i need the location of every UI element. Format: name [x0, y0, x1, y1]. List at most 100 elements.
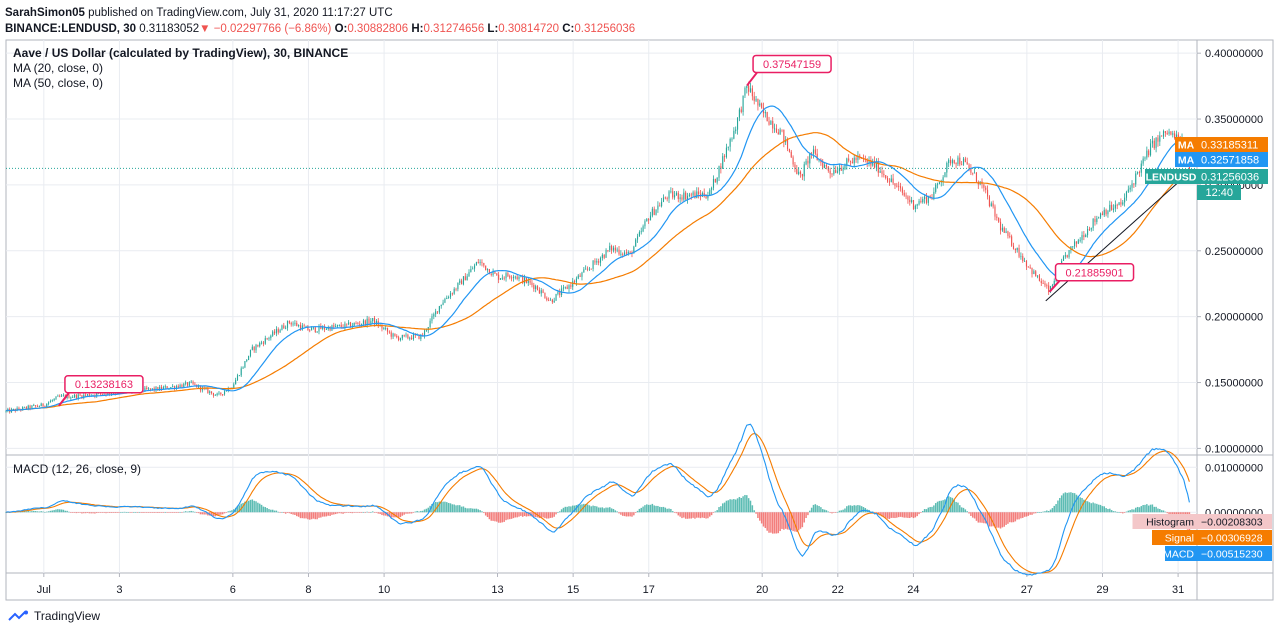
histogram-bar [25, 511, 28, 513]
histogram-bar [855, 505, 857, 513]
candle-body [418, 334, 420, 340]
histogram-bar [142, 512, 144, 513]
histogram-bar [1162, 510, 1165, 513]
histogram-bar [481, 511, 483, 513]
candle [649, 211, 652, 221]
candle-body [683, 192, 685, 200]
legend-ma20[interactable]: MA (20, close, 0) [13, 61, 104, 75]
last-price: 0.31183052 [139, 23, 200, 35]
histogram-bar [940, 500, 943, 513]
histogram-bar [501, 512, 504, 523]
x-tick-label: 31 [1172, 584, 1184, 596]
histogram-bar [910, 512, 913, 518]
histogram-bar [916, 512, 918, 517]
candle-body [657, 205, 659, 210]
histogram-bar [1018, 512, 1020, 520]
candle [899, 182, 902, 192]
candle [44, 405, 46, 408]
histogram-bar [431, 504, 433, 513]
candle-body [479, 262, 481, 263]
macd-axis-tag [1165, 546, 1197, 561]
candle-body [944, 172, 946, 178]
candle [848, 154, 850, 163]
histogram-bar [1096, 503, 1098, 513]
histogram-bar [118, 512, 120, 513]
histogram-bar [588, 505, 591, 513]
candle [209, 390, 211, 396]
candle [572, 277, 574, 290]
candle-body [186, 382, 189, 386]
candle [738, 107, 740, 122]
histogram-bar [197, 512, 200, 514]
candle [1103, 207, 1105, 217]
candle [627, 250, 629, 256]
histogram-bar [901, 512, 904, 518]
histogram-bar [364, 512, 367, 513]
candle [757, 98, 759, 111]
histogram-bar [679, 512, 681, 517]
candle [1044, 280, 1046, 288]
price-axis-tag-text: LENDUSD [1146, 172, 1197, 184]
histogram-bar [236, 506, 239, 513]
candle-body [786, 139, 789, 149]
candle [346, 323, 348, 328]
candle-body [161, 386, 163, 390]
histogram-bar [181, 512, 183, 513]
histogram-bar [147, 512, 150, 513]
histogram-bar [405, 512, 407, 514]
histogram-bar [525, 512, 528, 517]
candle [668, 190, 670, 204]
candle-body [468, 272, 470, 277]
histogram-bar [718, 507, 720, 513]
histogram-bar [1125, 511, 1128, 513]
y-tick-label: 0.10000000 [1205, 443, 1263, 455]
candle [322, 325, 324, 331]
histogram-bar [447, 502, 450, 513]
candle-body [781, 129, 783, 131]
histogram-bar [210, 512, 213, 516]
histogram-bar [94, 512, 96, 514]
histogram-bar [310, 512, 313, 520]
candle [305, 325, 307, 327]
histogram-bar [970, 512, 972, 516]
candle [985, 185, 987, 194]
candle-body [961, 164, 963, 166]
candle [922, 196, 924, 204]
histogram-bar [47, 511, 50, 513]
candle [972, 172, 974, 176]
callout-pointer [58, 392, 70, 407]
candle-body [890, 178, 892, 182]
candle [590, 268, 592, 270]
histogram-bar [1042, 511, 1044, 513]
candle [988, 195, 990, 208]
histogram-bar [784, 512, 787, 529]
candle [527, 277, 529, 286]
macd-legend[interactable]: MACD (12, 26, close, 9) [13, 462, 142, 476]
histogram-bar [331, 512, 333, 515]
histogram-bar [1027, 512, 1030, 516]
candle-body [922, 199, 924, 203]
histogram-bar [655, 505, 657, 513]
candle [883, 170, 885, 178]
histogram-bar [112, 512, 115, 513]
callout-label: 0.13238163 [75, 379, 133, 391]
histogram-bar [299, 512, 302, 519]
candle [318, 324, 320, 335]
candle-body [412, 334, 415, 340]
histogram-bar [766, 512, 768, 531]
candle [759, 99, 761, 107]
legend-ma50[interactable]: MA (50, close, 0) [13, 76, 104, 90]
candle-body [474, 265, 476, 269]
candle [1120, 198, 1122, 208]
candle-body [49, 400, 52, 403]
histogram-bar [542, 512, 544, 518]
histogram-bar [183, 511, 185, 513]
histogram-bar [397, 512, 400, 518]
candle-body [164, 386, 166, 388]
candle [481, 259, 483, 267]
histogram-bar [620, 512, 622, 515]
candle-body [724, 156, 726, 158]
candle [835, 166, 837, 174]
candle-body [953, 160, 955, 163]
